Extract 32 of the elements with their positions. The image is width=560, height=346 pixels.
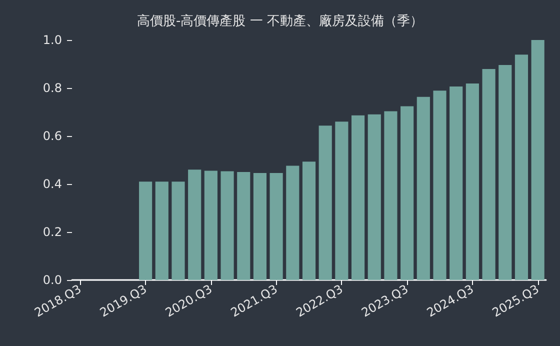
bar (482, 69, 496, 280)
bar (139, 182, 152, 280)
bar (416, 96, 430, 280)
bar (220, 171, 234, 280)
bar (270, 172, 283, 280)
bar (531, 40, 544, 280)
y-tick-label: 0.2 (42, 225, 62, 239)
bar (253, 172, 267, 280)
bar (286, 166, 300, 280)
bar (335, 122, 348, 280)
bar (237, 172, 250, 280)
y-tick-label: 0.4 (42, 177, 62, 191)
bar (498, 64, 512, 280)
bar (204, 170, 218, 280)
bar (351, 115, 365, 280)
bar (514, 54, 528, 280)
bar (384, 111, 398, 280)
bar (368, 114, 381, 280)
y-tick-label: 1.0 (42, 33, 62, 47)
bar (172, 182, 185, 280)
bar (155, 182, 168, 280)
bar (450, 86, 463, 280)
bar (466, 83, 479, 280)
chart-title: 高價股-高價傳產股 一 不動產、廠房及設備（季） (137, 13, 423, 29)
bar (400, 106, 414, 280)
y-tick-label: 0.6 (42, 129, 62, 143)
bar (188, 170, 202, 280)
bar (318, 126, 332, 280)
bar (433, 90, 446, 280)
y-tick-label: 0.0 (42, 273, 62, 287)
y-tick-label: 0.8 (42, 81, 62, 95)
bar (302, 162, 316, 280)
